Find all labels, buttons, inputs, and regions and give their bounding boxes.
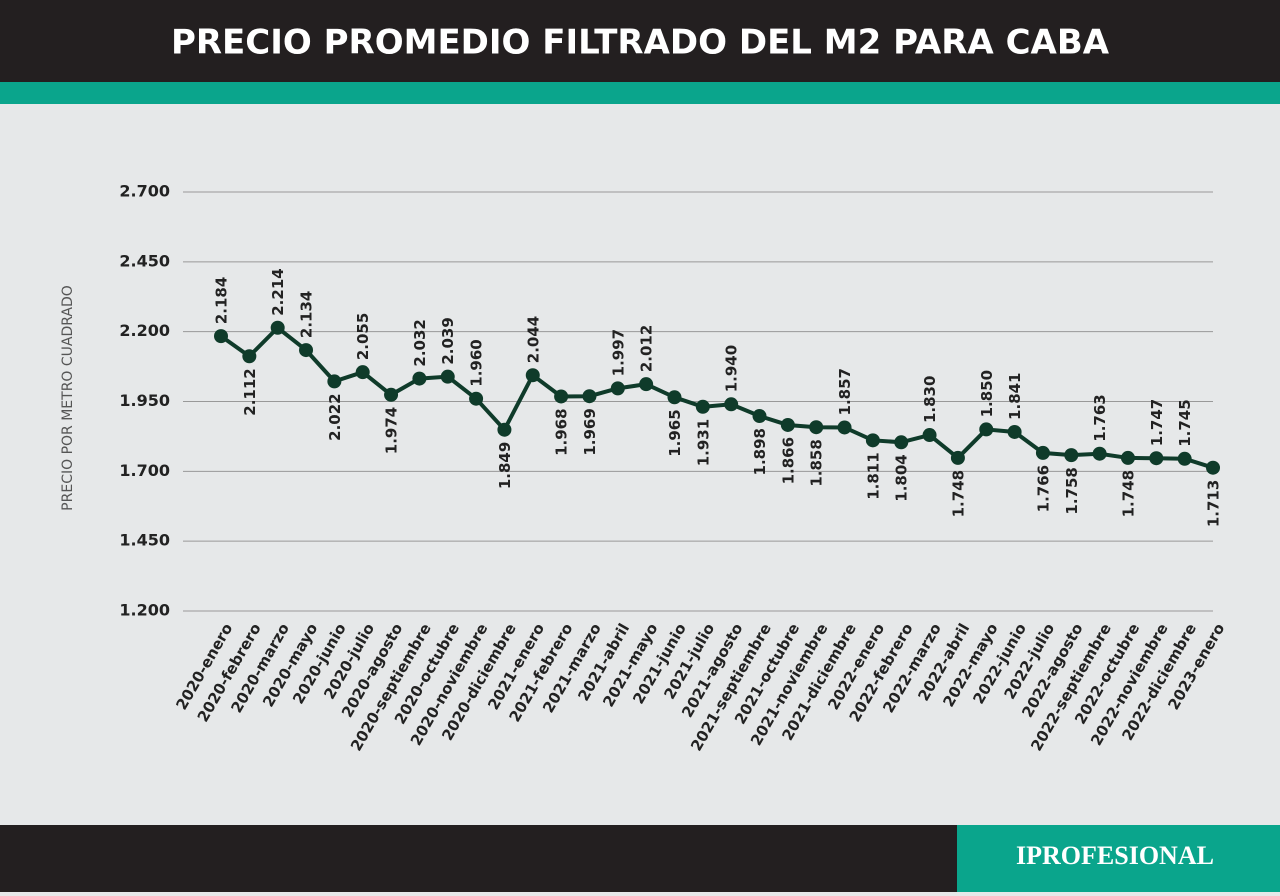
value-label: 1.830 — [921, 376, 939, 423]
point — [1177, 451, 1192, 466]
point — [865, 433, 880, 448]
point — [1064, 448, 1079, 463]
value-label: 2.214 — [269, 268, 287, 315]
value-label: 2.134 — [298, 291, 316, 338]
value-label: 1.965 — [666, 409, 684, 456]
point — [639, 377, 654, 392]
y-axis-label: PRECIO POR METRO CUADRADO — [60, 285, 76, 511]
value-label: 2.032 — [411, 319, 429, 366]
point — [582, 389, 597, 404]
y-tick-label: 1.200 — [119, 601, 170, 620]
point — [1092, 446, 1107, 461]
value-label: 1.968 — [553, 408, 571, 455]
value-label: 1.850 — [978, 370, 996, 417]
point — [554, 389, 569, 404]
value-label: 1.766 — [1034, 465, 1052, 512]
point — [922, 428, 937, 443]
point — [525, 368, 540, 383]
point — [752, 409, 767, 424]
point — [214, 329, 228, 344]
value-label: 1.997 — [609, 329, 627, 376]
point — [1007, 424, 1022, 439]
point — [979, 422, 994, 437]
value-label: 1.940 — [723, 345, 741, 392]
brand-box — [957, 825, 1280, 892]
header-stripe — [0, 82, 1280, 104]
point — [384, 387, 399, 402]
point — [1120, 450, 1135, 465]
value-label: 1.849 — [496, 442, 514, 489]
value-label: 1.811 — [864, 452, 882, 499]
point — [1035, 445, 1050, 460]
point — [837, 420, 852, 435]
value-label: 2.184 — [213, 277, 231, 324]
value-label: 1.804 — [893, 454, 911, 501]
point — [667, 390, 682, 405]
value-label: 1.866 — [779, 437, 797, 484]
point — [695, 399, 710, 414]
point — [497, 422, 512, 437]
value-label: 1.745 — [1176, 399, 1194, 446]
point — [610, 381, 625, 396]
point — [950, 450, 965, 465]
y-tick-label: 1.700 — [119, 461, 170, 480]
point — [270, 320, 285, 335]
value-label: 1.841 — [1006, 372, 1024, 419]
value-label: 1.969 — [581, 408, 599, 455]
chart-title: PRECIO PROMEDIO FILTRADO DEL M2 PARA CAB… — [171, 23, 1110, 63]
value-label: 1.713 — [1205, 480, 1223, 527]
value-label: 1.747 — [1148, 399, 1166, 446]
value-label: 1.858 — [808, 439, 826, 486]
point — [440, 369, 455, 384]
point — [469, 391, 484, 406]
point — [412, 371, 427, 386]
value-label: 1.748 — [1119, 470, 1137, 517]
y-tick-label: 1.950 — [119, 391, 170, 410]
point — [1149, 451, 1164, 466]
brand-logo: IPROFESIONAL — [1016, 841, 1214, 870]
y-tick-label: 1.450 — [119, 531, 170, 550]
value-label: 2.012 — [638, 325, 656, 372]
value-label: 1.960 — [468, 339, 486, 386]
value-label: 1.758 — [1063, 467, 1081, 514]
value-label: 2.112 — [241, 368, 259, 415]
point — [299, 343, 314, 358]
value-label: 1.898 — [751, 428, 769, 475]
value-label: 1.974 — [383, 407, 401, 454]
point — [327, 374, 342, 389]
y-tick-label: 2.450 — [119, 251, 170, 270]
value-label: 1.931 — [694, 419, 712, 466]
point — [355, 365, 370, 380]
chart-background — [0, 104, 1280, 825]
value-label: 1.763 — [1091, 394, 1109, 441]
point — [809, 420, 824, 435]
value-label: 1.748 — [949, 470, 967, 517]
point — [242, 349, 257, 364]
value-label: 2.055 — [354, 313, 372, 360]
y-tick-label: 2.200 — [119, 321, 170, 340]
value-label: 2.039 — [439, 317, 457, 364]
y-tick-label: 2.700 — [119, 182, 170, 201]
point — [1206, 460, 1220, 475]
point — [724, 397, 739, 412]
value-label: 1.857 — [836, 368, 854, 415]
value-label: 2.044 — [524, 316, 542, 363]
header-band — [0, 0, 1280, 82]
value-label: 2.022 — [326, 393, 344, 440]
point — [894, 435, 909, 450]
point — [780, 417, 795, 432]
